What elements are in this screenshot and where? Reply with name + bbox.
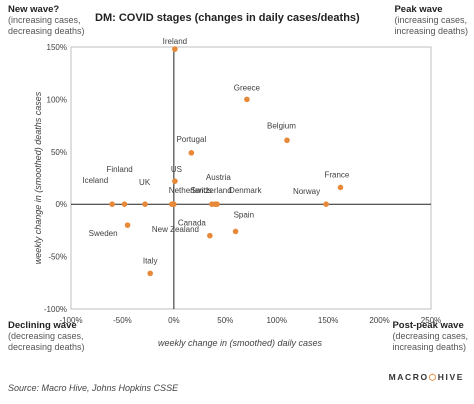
data-point: [207, 232, 213, 239]
quadrant-label-declining-wave: Declining wave (decreasing cases, decrea…: [8, 320, 85, 353]
point-label: France: [324, 170, 349, 179]
y-tick-label: 100%: [47, 95, 67, 104]
data-point: [121, 201, 128, 207]
macro-hive-logo: MACRO⬡HIVE: [389, 372, 464, 383]
point-label: Austria: [206, 173, 231, 182]
point-label: Netherlands: [169, 186, 212, 195]
data-point: [244, 96, 250, 103]
quadrant-label-new-wave: New wave? (increasing cases, decreasing …: [8, 4, 85, 37]
data-point: [337, 184, 344, 191]
point-label: Greece: [234, 83, 261, 92]
y-tick-label: -50%: [48, 253, 67, 262]
x-tick-label: 250%: [421, 316, 441, 325]
point-label: Sweden: [89, 229, 118, 238]
quadrant-title: Declining wave: [8, 320, 77, 331]
x-tick-label: -100%: [59, 316, 82, 325]
data-point: [172, 46, 178, 52]
point-label: US: [171, 165, 182, 174]
x-tick-label: -50%: [113, 316, 132, 325]
quadrant-title: Post-peak wave: [392, 320, 464, 331]
point-labels: Ireland Greece Belgium Portugal US France Norw…: [82, 37, 350, 265]
x-tick-label: 200%: [369, 316, 389, 325]
quadrant-label-post-peak-wave: Post-peak wave (decreasing cases, increa…: [392, 320, 468, 353]
quadrant-desc-1: (increasing cases,: [8, 15, 81, 25]
point-label: Portugal: [176, 135, 206, 144]
quadrant-desc-2: increasing deaths): [392, 342, 466, 352]
axes: [71, 47, 431, 309]
data-point: [172, 178, 178, 184]
y-tick-label: -100%: [44, 305, 67, 314]
quadrant-desc-2: decreasing deaths): [8, 342, 85, 352]
data-point: [109, 201, 115, 207]
point-label: Spain: [234, 210, 254, 219]
source-note: Source: Macro Hive, Johns Hopkins CSSE: [8, 383, 179, 393]
point-label: Italy: [143, 256, 158, 265]
data-point: [147, 270, 153, 277]
x-tick-label: 50%: [217, 316, 233, 325]
point-label: Denmark: [229, 186, 262, 195]
data-points: [109, 46, 344, 277]
data-point: [232, 228, 239, 235]
quadrant-desc-2: decreasing deaths): [8, 26, 85, 36]
logo-text-right: HIVE: [437, 372, 464, 382]
y-axis-label: weekly change in (smoothed) deaths cases: [33, 91, 43, 264]
data-point: [214, 201, 220, 207]
quadrant-title: Peak wave: [394, 4, 443, 15]
point-label: UK: [139, 178, 151, 187]
quadrant-label-peak-wave: Peak wave (increasing cases, increasing …: [394, 4, 468, 37]
x-axis-label: weekly change in (smoothed) daily cases: [158, 338, 323, 348]
plot-frame: [70, 46, 432, 310]
data-point: [323, 201, 329, 207]
data-point: [142, 201, 148, 207]
quadrant-desc-1: (decreasing cases,: [392, 331, 468, 341]
tick-labels: -100% -50% 0% 50% 100% 150% 200% 250% -100% -50% 0…: [44, 43, 441, 325]
quadrant-desc-1: (decreasing cases,: [8, 331, 84, 341]
point-label: Norway: [293, 187, 320, 196]
x-tick-label: 150%: [318, 316, 338, 325]
point-label: Finland: [106, 165, 132, 174]
data-point: [188, 150, 195, 156]
x-tick-label: 0%: [168, 316, 180, 325]
quadrant-desc-2: increasing deaths): [394, 26, 468, 36]
hex-icon: ⬡: [428, 372, 438, 382]
point-label: Canada: [178, 219, 207, 228]
point-label: Switzerland: [190, 186, 231, 195]
point-label: Iceland: [82, 176, 108, 185]
chart-title: DM: COVID stages (changes in daily cases…: [95, 12, 360, 24]
data-point: [284, 137, 290, 144]
y-tick-label: 0%: [55, 200, 67, 209]
logo-text-left: MACRO: [388, 372, 429, 382]
point-label: Belgium: [267, 121, 296, 130]
y-tick-label: 150%: [47, 43, 67, 52]
quadrant-desc-1: (increasing cases,: [394, 15, 467, 25]
data-point: [124, 222, 131, 228]
y-tick-label: 50%: [51, 148, 67, 157]
data-point: [171, 201, 177, 207]
quadrant-title: New wave?: [8, 4, 60, 15]
point-label: New Zealand: [152, 225, 199, 234]
point-label: Ireland: [163, 37, 187, 46]
x-tick-label: 100%: [266, 316, 286, 325]
